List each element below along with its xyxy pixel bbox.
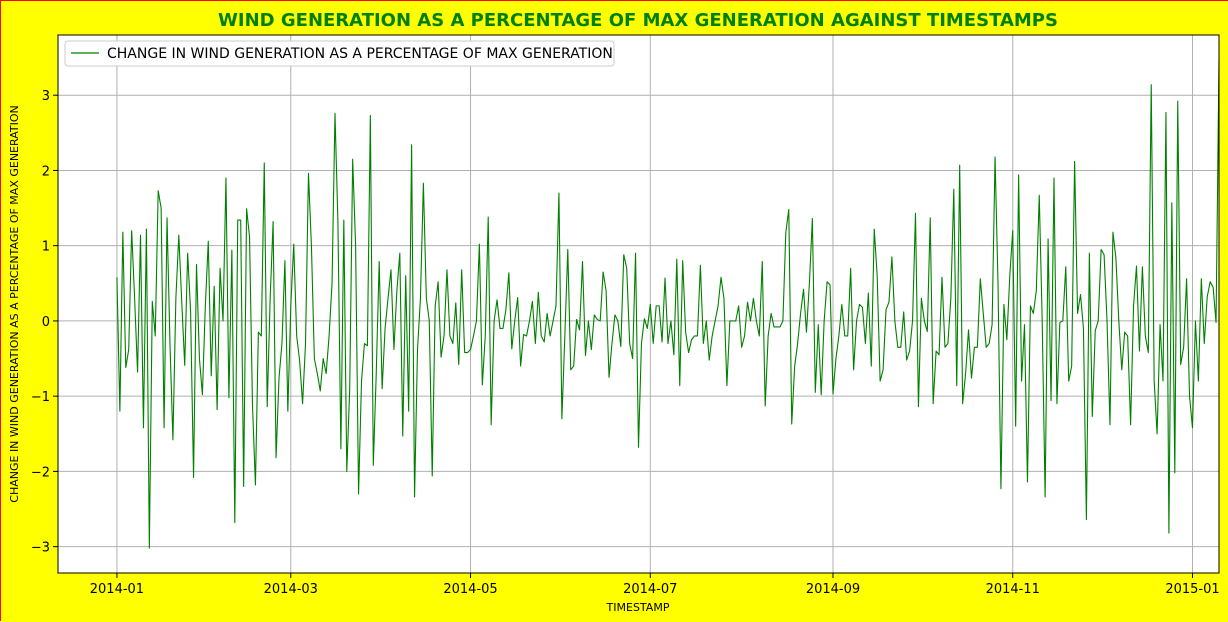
plot-frame (57, 34, 1220, 574)
y-tick-label: 1 (42, 240, 50, 255)
x-tick-label: 2014-09 (806, 582, 860, 597)
series-group (116, 59, 1220, 549)
series-line (116, 59, 1220, 549)
y-tick-label: −1 (31, 390, 50, 405)
legend-label: CHANGE IN WIND GENERATION AS A PERCENTAG… (107, 46, 613, 62)
y-axis-label: CHANGE IN WIND GENERATION AS A PERCENTAG… (8, 105, 21, 502)
y-tick-label: 2 (42, 164, 50, 179)
x-tick-label: 2014-07 (623, 582, 677, 597)
plot-area (58, 35, 1219, 573)
legend: CHANGE IN WIND GENERATION AS A PERCENTAG… (64, 40, 615, 67)
y-tick-label: −2 (31, 465, 50, 480)
grid-lines (58, 35, 1219, 573)
chart-title: WIND GENERATION AS A PERCENTAGE OF MAX G… (218, 10, 1058, 31)
x-axis: 2014-01 2014-03 2014-05 2014-07 2014-09 2014-… (90, 573, 1220, 597)
y-tick-label: −3 (31, 541, 50, 556)
y-tick-label: 0 (42, 315, 50, 330)
x-tick-label: 2015-01 (1165, 582, 1219, 597)
x-tick-label: 2014-05 (443, 582, 497, 597)
x-tick-label: 2014-03 (264, 582, 318, 597)
y-tick-label: 3 (42, 89, 50, 104)
x-tick-label: 2014-11 (986, 582, 1040, 597)
x-axis-label: TIMESTAMP (606, 601, 670, 614)
y-axis: −3 −2 −1 0 1 2 3 (31, 89, 58, 556)
legend-box (64, 40, 615, 67)
x-tick-label: 2014-01 (90, 582, 144, 597)
